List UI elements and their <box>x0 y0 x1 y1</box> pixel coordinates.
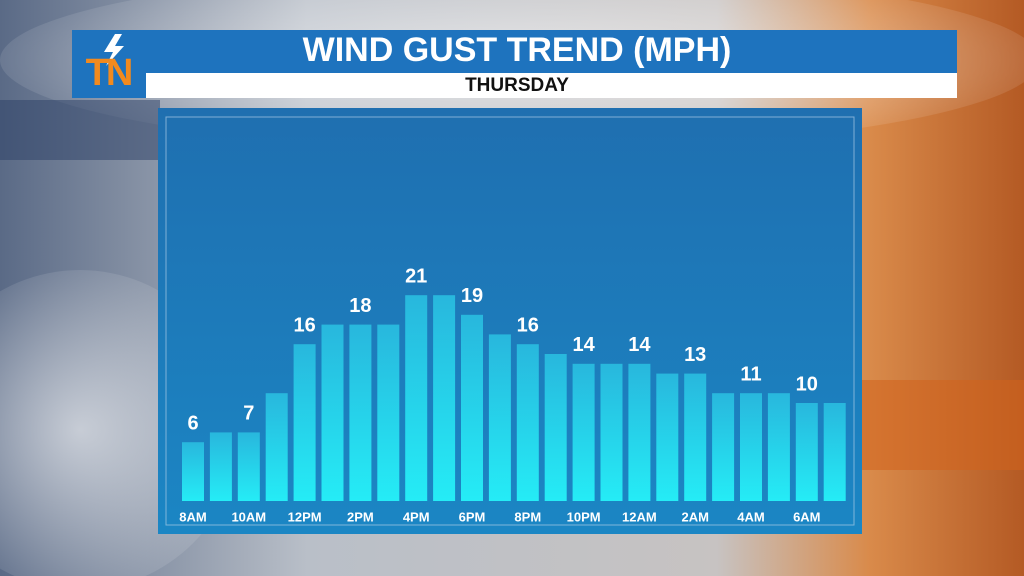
chart-title: WIND GUST TREND (MPH) <box>303 31 732 69</box>
bar <box>767 393 790 501</box>
x-tick-label: 6AM <box>793 509 820 524</box>
bar <box>684 373 707 501</box>
x-tick-label: 2PM <box>347 509 374 524</box>
data-label: 14 <box>572 334 595 356</box>
subtitle-bar <box>146 73 957 98</box>
x-tick-label: 2AM <box>681 509 708 524</box>
title-bar <box>72 30 957 73</box>
bar <box>237 432 260 501</box>
data-label: 19 <box>461 285 483 307</box>
cloud-band <box>860 380 1024 470</box>
x-tick-label: 8PM <box>514 509 541 524</box>
bar <box>656 373 679 501</box>
x-tick-label: 10PM <box>567 509 601 524</box>
bar <box>795 403 818 501</box>
data-label: 14 <box>628 334 651 356</box>
bar <box>209 432 232 501</box>
bar <box>488 334 511 501</box>
panel-border <box>165 116 855 526</box>
data-label: 13 <box>684 344 706 366</box>
bar <box>377 324 400 501</box>
logo-bolt <box>104 34 124 66</box>
data-label: 7 <box>243 403 254 425</box>
bar <box>433 295 456 501</box>
data-label: 10 <box>796 373 818 395</box>
bar <box>600 363 623 501</box>
bar <box>321 324 344 501</box>
bar <box>544 354 567 501</box>
cloud-band <box>0 100 160 160</box>
logo-box <box>72 30 146 98</box>
x-tick-label: 12AM <box>622 509 657 524</box>
bar <box>712 393 735 501</box>
bar <box>823 403 846 501</box>
bar <box>182 442 204 501</box>
bar <box>740 393 762 501</box>
x-tick-label: 4AM <box>737 509 764 524</box>
chart-subtitle: THURSDAY <box>465 75 569 96</box>
bar <box>461 314 483 501</box>
x-tick-label: 6PM <box>459 509 486 524</box>
data-label: 11 <box>740 363 761 385</box>
bar <box>628 363 651 501</box>
data-label: 18 <box>349 295 371 317</box>
x-tick-label: 8AM <box>179 509 206 524</box>
x-tick-label: 4PM <box>403 509 430 524</box>
plot: 8AM 6 10AM 7 12PM 16 2PM 18 4PM 21 6PM 19 8PM 16 10PM 1… <box>179 265 846 524</box>
data-label: 16 <box>293 314 315 336</box>
x-tick-label: 10AM <box>231 509 266 524</box>
bar <box>516 344 539 501</box>
data-label: 6 <box>187 412 198 434</box>
bar <box>572 363 595 501</box>
bar <box>405 295 428 501</box>
logo: TN <box>86 52 131 94</box>
bar <box>349 324 372 501</box>
bar <box>265 393 288 501</box>
data-label: 21 <box>405 265 427 287</box>
data-label: 16 <box>517 314 539 336</box>
x-tick-label: 12PM <box>288 509 322 524</box>
bar <box>293 344 316 501</box>
